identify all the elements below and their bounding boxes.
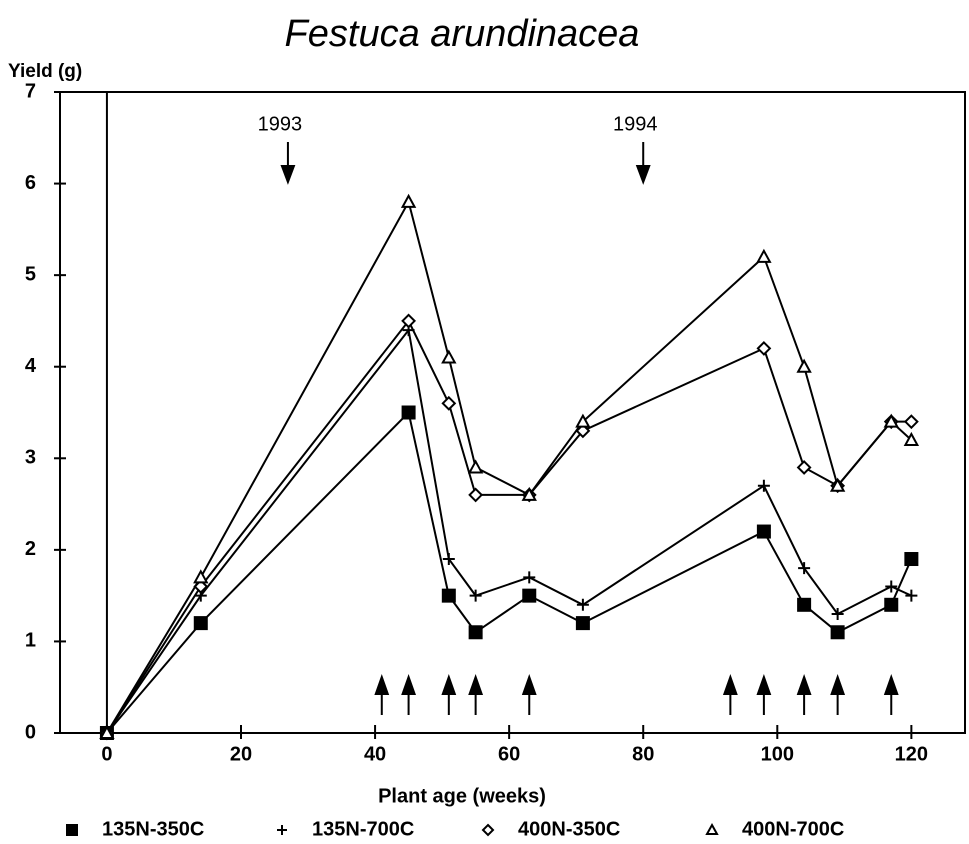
series-line <box>106 327 912 734</box>
harvest-arrow <box>722 673 738 715</box>
marker <box>797 597 812 612</box>
series-line <box>106 199 913 734</box>
harvest-arrow <box>883 673 899 715</box>
legend-marker <box>66 824 78 836</box>
y-tick-label: 3 <box>25 447 36 469</box>
x-tick-label: 100 <box>761 743 794 765</box>
marker <box>884 597 899 612</box>
plot-frame <box>59 91 966 734</box>
x-axis-label: Plant age (weeks) <box>378 785 546 807</box>
x-tick-label: 80 <box>632 743 654 765</box>
marker <box>796 358 812 373</box>
marker <box>831 607 844 620</box>
legend-marker <box>705 822 719 835</box>
marker <box>400 193 417 208</box>
y-axis-label: Yield (g) <box>8 61 82 82</box>
x-tick-label: 120 <box>895 743 928 765</box>
marker <box>575 616 590 631</box>
annotation-arrow <box>635 142 651 185</box>
y-tick-label: 5 <box>25 263 36 285</box>
legend-item: 135N-350C <box>66 818 204 840</box>
annotation-arrow <box>280 142 296 185</box>
marker <box>883 413 899 428</box>
marker <box>441 349 457 364</box>
chart-title: Festuca arundinacea <box>285 13 640 55</box>
marker <box>401 405 416 420</box>
marker <box>757 479 770 492</box>
marker <box>401 313 417 329</box>
y-tick-label: 6 <box>25 172 36 194</box>
marker <box>523 571 536 584</box>
legend-label: 135N-350C <box>102 818 204 840</box>
marker <box>798 562 811 575</box>
legend-label: 400N-350C <box>518 818 620 840</box>
x-tick-label: 20 <box>230 743 252 765</box>
marker <box>756 340 772 356</box>
marker <box>441 395 457 411</box>
marker <box>904 552 919 567</box>
series-line <box>106 410 913 734</box>
marker <box>193 569 209 584</box>
marker <box>467 459 484 474</box>
harvest-arrow <box>468 673 484 715</box>
harvest-arrow <box>374 673 390 715</box>
legend-item: 400N-700C <box>705 818 844 840</box>
marker <box>468 487 484 503</box>
y-tick-label: 4 <box>25 355 37 377</box>
legend-label: 400N-700C <box>742 818 844 840</box>
marker <box>522 588 537 603</box>
y-tick-label: 0 <box>25 721 36 743</box>
harvest-arrow <box>796 673 812 715</box>
marker <box>829 477 846 492</box>
marker <box>905 589 918 602</box>
y-tick-label: 2 <box>25 538 36 560</box>
marker <box>99 724 115 739</box>
marker <box>903 414 919 430</box>
legend-item: 400N-350C <box>481 818 620 840</box>
harvest-arrow <box>830 673 846 715</box>
legend-marker <box>481 823 495 837</box>
x-tick-label: 0 <box>101 743 112 765</box>
marker <box>576 598 589 611</box>
harvest-arrow <box>401 673 417 715</box>
marker <box>903 431 920 446</box>
harvest-arrow <box>521 673 537 715</box>
legend-marker <box>277 825 287 835</box>
annotation-label: 1993 <box>258 113 303 135</box>
legend-label: 135N-700C <box>312 818 414 840</box>
annotation-label: 1994 <box>613 113 658 135</box>
x-tick-label: 60 <box>498 743 520 765</box>
marker <box>796 460 812 475</box>
y-tick-label: 1 <box>25 630 36 652</box>
marker <box>885 580 898 593</box>
legend-item: 135N-700C <box>277 818 414 840</box>
marker <box>468 625 483 640</box>
marker <box>575 413 591 428</box>
marker <box>441 588 456 603</box>
marker <box>575 423 591 439</box>
x-tick-label: 40 <box>364 743 386 765</box>
marker <box>193 616 208 631</box>
harvest-arrow <box>441 673 457 715</box>
marker <box>830 625 845 640</box>
marker <box>521 486 537 501</box>
marker <box>756 524 771 539</box>
marker <box>756 248 772 263</box>
harvest-arrow <box>756 673 772 715</box>
marker <box>442 553 455 566</box>
marker <box>469 589 482 602</box>
y-tick-label: 7 <box>25 80 36 102</box>
